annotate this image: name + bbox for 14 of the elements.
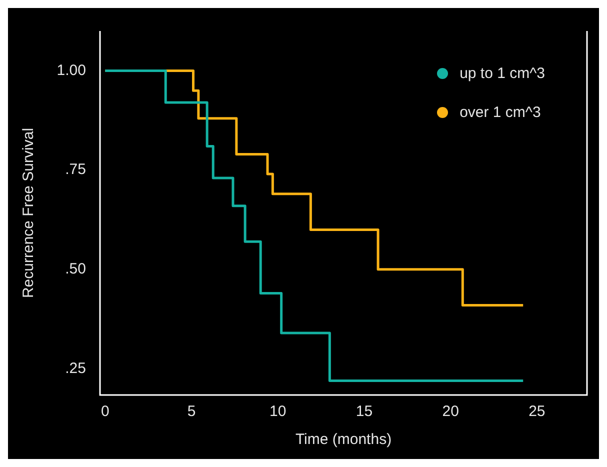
x-tick-label: 0 — [101, 403, 110, 420]
y-tick-label: 1.00 — [56, 62, 86, 79]
legend-label: over 1 cm^3 — [460, 104, 541, 121]
x-tick-label: 25 — [528, 403, 546, 420]
y-tick-label: .25 — [65, 360, 86, 377]
x-tick-label: 10 — [270, 403, 286, 420]
x-axis-title: Time (months) — [295, 431, 392, 448]
y-tick-label: .75 — [65, 161, 86, 178]
legend-label: up to 1 cm^3 — [460, 65, 545, 82]
y-tick-label: .50 — [65, 260, 86, 278]
x-tick-label: 20 — [442, 403, 459, 420]
x-tick-label: 15 — [356, 403, 373, 420]
x-tick-label: 5 — [187, 403, 196, 420]
y-axis-title: Recurrence Free Survival — [20, 128, 38, 298]
